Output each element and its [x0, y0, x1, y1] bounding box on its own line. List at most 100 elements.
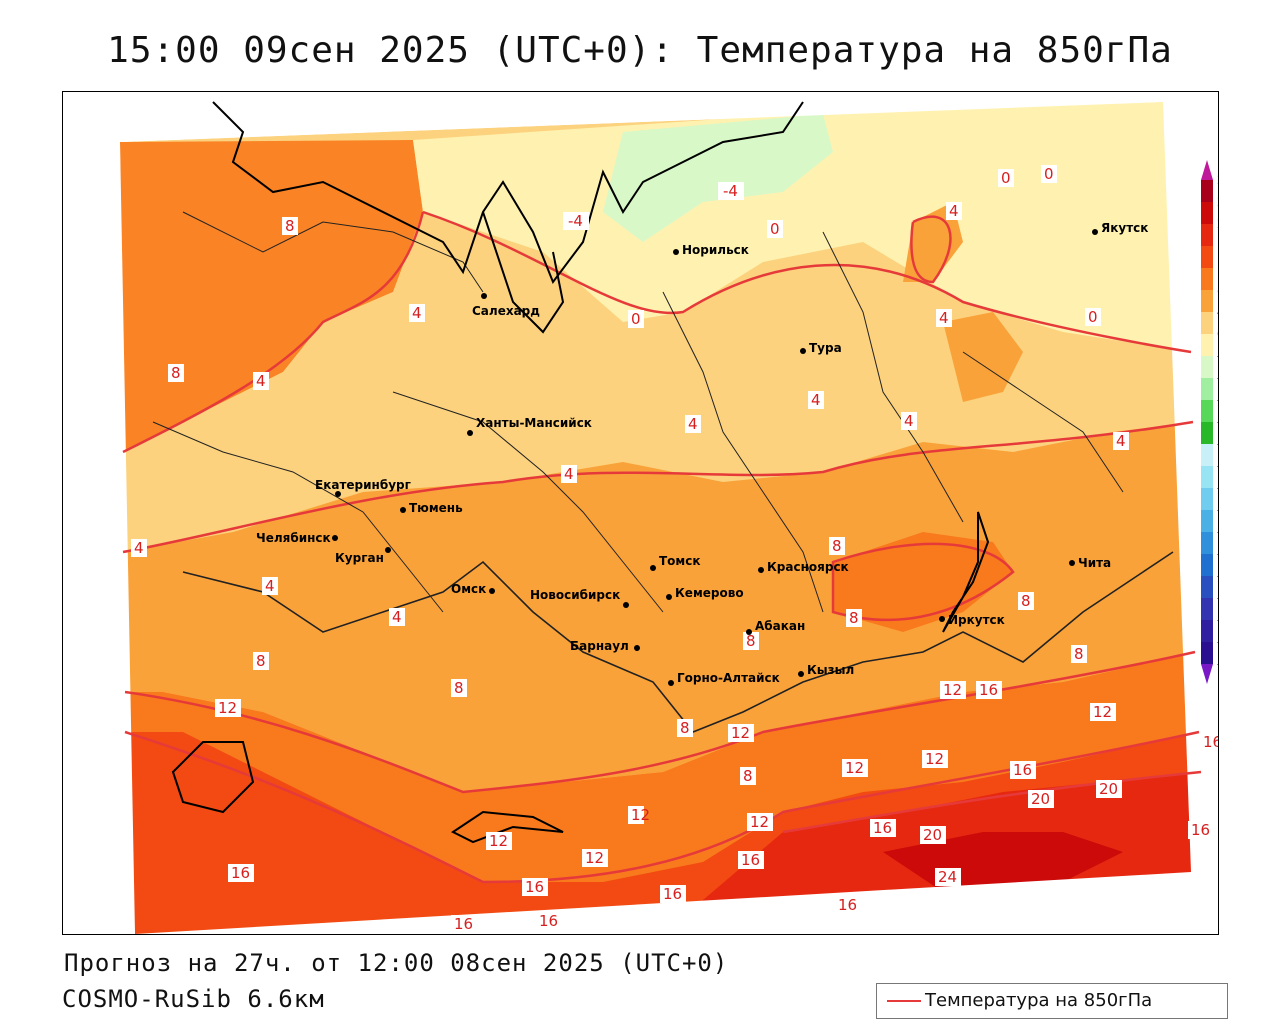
region-border — [152, 421, 444, 613]
svg-text:16: 16 — [873, 819, 892, 837]
colorbar-tick-label: -20 — [1217, 437, 1218, 451]
map-frame: -4 -4 0 0 0 0 0 4 4 4 4 4 4 4 4 4 4 4 4 … — [62, 91, 1219, 935]
forecast-info: Прогноз на 27ч. от 12:00 08сен 2025 (UTC… — [64, 949, 729, 977]
svg-text:Салехард: Салехард — [472, 304, 540, 318]
svg-text:-4: -4 — [723, 182, 738, 200]
city-marker: Ханты-Мансийск — [467, 416, 592, 436]
colorbar-swatch — [1201, 246, 1213, 268]
svg-text:Екатеринбург: Екатеринбург — [315, 478, 411, 492]
svg-text:Якутск: Якутск — [1101, 221, 1148, 235]
baikal-coast — [942, 511, 990, 633]
svg-text:16: 16 — [741, 851, 760, 869]
isotherm-label: 4 — [808, 391, 824, 409]
city-marker: Барнаул — [570, 639, 640, 653]
isotherm-label: 4 — [131, 539, 147, 557]
isotherm-label: 16 — [870, 819, 896, 837]
isotherm-label: 8 — [1071, 645, 1087, 663]
isotherm-label: 12 — [940, 681, 966, 699]
svg-text:12: 12 — [1093, 703, 1112, 721]
svg-text:16: 16 — [1191, 821, 1210, 839]
colorbar-tick-label: -60 — [1217, 657, 1218, 671]
svg-text:Томск: Томск — [659, 554, 701, 568]
city-marker: Кемерово — [666, 586, 744, 600]
svg-text:Тура: Тура — [809, 341, 842, 355]
city-marker: Курган — [335, 547, 391, 565]
colorbar-swatch — [1201, 400, 1213, 422]
colorbar-swatch — [1201, 224, 1213, 246]
svg-text:4: 4 — [412, 304, 422, 322]
isotherm-label: 8 — [451, 679, 467, 697]
isotherm-label: 0 — [628, 310, 644, 328]
colorbar-tick-label: 0 — [1217, 327, 1218, 341]
isotherm-label: 4 — [1113, 432, 1129, 450]
isotherm-label: 8 — [743, 632, 759, 650]
isotherm-label: 12 — [1090, 703, 1116, 721]
isotherm-label: 12 — [582, 849, 608, 867]
isotherm-label: 16 — [451, 915, 477, 933]
isotherm-label: 0 — [1041, 165, 1057, 183]
svg-text:16: 16 — [1013, 761, 1032, 779]
city-marker: Екатеринбург — [315, 478, 411, 497]
city-marker: Якутск — [1092, 221, 1148, 235]
isotherm-label: 12 — [215, 699, 241, 717]
colorbar-swatch — [1201, 202, 1213, 224]
isotherm-label: 8 — [253, 652, 269, 670]
isotherm-label: 16 — [536, 912, 562, 930]
svg-text:8: 8 — [832, 537, 842, 555]
svg-text:12: 12 — [925, 750, 944, 768]
svg-text:8: 8 — [746, 632, 756, 650]
balkhash-coast — [451, 810, 564, 844]
svg-text:20: 20 — [923, 826, 942, 844]
isotherm-label: 4 — [901, 412, 917, 430]
isotherm-label: 4 — [561, 465, 577, 483]
svg-text:4: 4 — [392, 608, 402, 626]
region-border — [392, 391, 664, 613]
isotherm-label: 20 — [1028, 790, 1054, 808]
svg-text:Горно-Алтайск: Горно-Алтайск — [677, 671, 780, 685]
colorbar-tick-label: -28 — [1217, 481, 1218, 495]
isotherm-label: 12 — [747, 813, 773, 831]
svg-text:Барнаул: Барнаул — [570, 639, 629, 653]
svg-text:16: 16 — [454, 915, 473, 933]
colorbar-swatch — [1201, 356, 1213, 378]
arctic-coast — [212, 101, 804, 285]
yamal-coast — [482, 211, 565, 334]
colorbar: 28 24 20 16 12 8 4 0 -4 -8 -12 -16 -20 -24 -28 -32 -36 -4… — [1201, 160, 1218, 684]
isotherm-label: 20 — [920, 826, 946, 844]
svg-text:0: 0 — [1001, 169, 1011, 187]
field-cold-north — [413, 102, 1191, 352]
svg-text:8: 8 — [1074, 645, 1084, 663]
colorbar-tick-label: -24 — [1217, 459, 1218, 473]
colorbar-tick-label: -40 — [1217, 547, 1218, 561]
svg-text:Курган: Курган — [335, 551, 384, 565]
city-marker: Красноярск — [758, 560, 849, 574]
svg-text:12: 12 — [585, 849, 604, 867]
svg-text:Кызыл: Кызыл — [807, 663, 854, 677]
svg-text:16: 16 — [231, 864, 250, 882]
svg-text:16: 16 — [1203, 733, 1218, 751]
isotherm-label: 16 — [1188, 821, 1214, 839]
isotherm-line — [122, 211, 425, 454]
svg-text:0: 0 — [770, 220, 780, 238]
svg-text:-4: -4 — [568, 212, 583, 230]
svg-text:8: 8 — [454, 679, 464, 697]
svg-text:12: 12 — [489, 832, 508, 850]
isotherm-label: 4 — [262, 577, 278, 595]
isotherm-label: 16 — [1010, 761, 1036, 779]
isotherm-label: 8 — [282, 217, 298, 235]
svg-text:Тюмень: Тюмень — [409, 501, 463, 515]
colorbar-top-arrow — [1201, 160, 1213, 180]
isotherm-label: 4 — [936, 309, 952, 327]
svg-text:8: 8 — [256, 652, 266, 670]
isotherm-label: 4 — [409, 304, 425, 322]
isotherm-label: 24 — [935, 868, 961, 886]
region-border — [822, 231, 964, 523]
svg-text:12: 12 — [750, 813, 769, 831]
colorbar-swatch — [1201, 620, 1213, 642]
svg-text:16: 16 — [539, 912, 558, 930]
colorbar-tick-label: 8 — [1217, 283, 1218, 297]
city-marker: Омск — [451, 582, 495, 596]
isotherm-label: 16 — [1200, 733, 1218, 751]
svg-text:4: 4 — [564, 465, 574, 483]
city-marker: Горно-Алтайск — [668, 671, 780, 686]
